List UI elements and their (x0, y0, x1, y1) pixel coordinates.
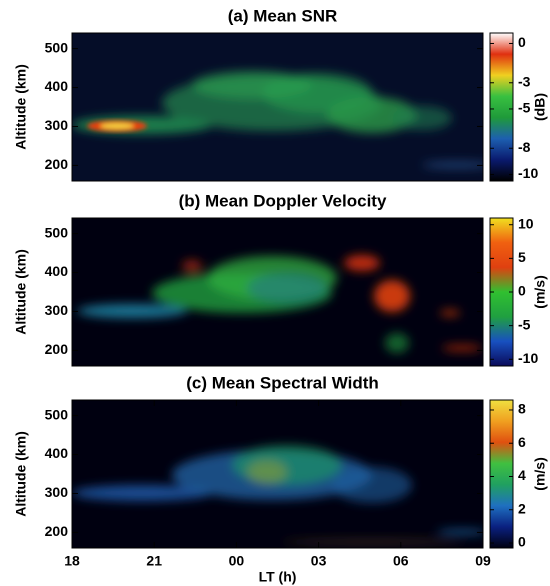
colorbar-tick-label: -5 (518, 100, 531, 116)
x-axis-label: LT (h) (259, 569, 297, 585)
x-tick-label: 18 (64, 553, 80, 569)
x-tick-label: 06 (393, 553, 409, 569)
snr-image (72, 33, 483, 181)
colorbar-tick-label: 5 (518, 249, 526, 265)
y-tick-label: 200 (45, 523, 69, 539)
y-tick-label: 300 (45, 484, 69, 500)
colorbar (489, 32, 514, 182)
x-tick-label: 21 (146, 553, 162, 569)
y-tick-label: 500 (45, 406, 69, 422)
colorbar-tick-label: -3 (518, 73, 531, 89)
colorbar-tick-label: 0 (518, 34, 526, 50)
y-axis-label: Altitude (km) (13, 249, 29, 335)
y-tick-label: 200 (45, 156, 69, 172)
colorbar-label: (m/s) (532, 275, 548, 308)
y-tick-label: 500 (45, 39, 69, 55)
colorbar-tick-label: 2 (518, 500, 526, 516)
colorbar-tick-label: 4 (518, 467, 526, 483)
y-tick-label: 500 (45, 224, 69, 240)
panel-title: (a) Mean SNR (228, 6, 338, 25)
colorbar-tick-label: 8 (518, 401, 526, 417)
plot-frame (71, 32, 484, 182)
y-tick-label: 300 (45, 117, 69, 133)
colorbar-tick-label: 0 (518, 534, 526, 550)
colorbar-tick-label: 10 (518, 215, 534, 231)
y-tick-label: 400 (45, 445, 69, 461)
colorbar (489, 399, 514, 549)
colorbar-label: (dB) (532, 93, 548, 121)
doppler-image (72, 218, 483, 366)
x-tick-label: 09 (475, 553, 491, 569)
x-tick-label: 03 (311, 553, 327, 569)
y-tick-label: 200 (45, 341, 69, 357)
plot-frame (71, 217, 484, 367)
y-tick-label: 400 (45, 78, 69, 94)
y-axis-label: Altitude (km) (13, 64, 29, 150)
colorbar-tick-label: -10 (518, 165, 538, 181)
y-tick-label: 400 (45, 263, 69, 279)
colorbar-tick-label: -5 (518, 316, 531, 332)
colorbar-label: (m/s) (532, 457, 548, 490)
panel-title: (c) Mean Spectral Width (186, 373, 379, 392)
colorbar-tick-label: -10 (518, 350, 538, 366)
colorbar-tick-label: 0 (518, 283, 526, 299)
y-tick-label: 300 (45, 302, 69, 318)
y-axis-label: Altitude (km) (13, 431, 29, 517)
colorbar-tick-label: -8 (518, 139, 531, 155)
panel-title: (b) Mean Doppler Velocity (179, 191, 387, 210)
x-tick-label: 00 (229, 553, 245, 569)
plot-frame (71, 399, 484, 549)
colorbar-tick-label: 6 (518, 434, 526, 450)
width-image (72, 400, 483, 548)
